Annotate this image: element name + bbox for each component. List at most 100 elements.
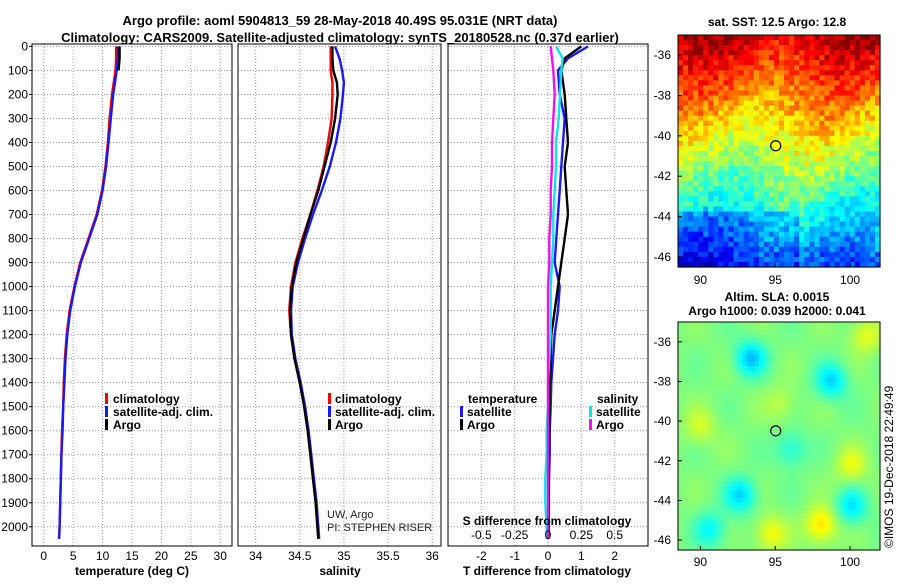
heatmap-cell [843,462,849,467]
heatmap-cell [698,55,704,61]
heatmap-cell [859,85,866,92]
heatmap-cell [750,378,756,383]
heatmap-cell [779,506,784,511]
heatmap-cell [834,55,841,61]
map-ytick-label: -44 [654,493,672,507]
heatmap-cell [784,120,790,127]
heatmap-cell [743,151,750,157]
heatmap-cell [823,362,829,367]
heatmap-cell [811,414,816,419]
heatmap-cell [748,251,755,258]
heatmap-cell [831,382,837,387]
heatmap-cell [799,422,804,427]
heatmap-cell [726,430,732,435]
heatmap-cell [678,534,683,539]
heatmap-cell [859,322,865,327]
heatmap-cell [726,414,732,419]
heatmap-cell [698,186,704,192]
heatmap-cell [768,221,775,228]
heatmap-cell [698,140,704,147]
depth-tick-label: 1900 [1,496,28,510]
heatmap-cell [678,251,684,258]
heatmap-cell [819,394,825,399]
heatmap-cell [814,201,820,208]
heatmap-cell [795,498,800,503]
heatmap-cell [683,70,689,76]
heatmap-cell [754,514,760,519]
heatmap-cell [748,221,755,228]
heatmap-cell [869,75,876,81]
heatmap-cell [754,374,760,379]
heatmap-cell [847,502,853,507]
heatmap-cell [851,370,857,375]
heatmap-cell [834,246,841,253]
heatmap-cell [779,430,784,435]
heatmap-cell [768,191,775,197]
heatmap-cell [804,201,810,208]
heatmap-cell [814,231,820,238]
heatmap-cell [710,518,715,523]
heatmap-cell [734,442,740,447]
heatmap-cell [693,70,699,76]
heatmap-cell [807,358,812,363]
heatmap-cell [698,362,703,367]
heatmap-cell [678,546,683,551]
heatmap-cell [791,378,796,383]
heatmap-cell [738,261,745,268]
heatmap-cell [859,374,865,379]
heatmap-cell [688,171,694,177]
heatmap-cell [819,406,825,411]
heatmap-cell [779,90,785,97]
heatmap-cell [750,338,756,343]
heatmap-cell [855,374,861,379]
heatmap-cell [819,50,826,56]
heatmap-cell [738,366,744,371]
heatmap-cell [754,478,760,483]
heatmap-cell [773,120,780,127]
heatmap-cell [702,378,707,383]
heatmap-cell [804,55,810,61]
heatmap-cell [787,438,792,443]
heatmap-cell [738,454,744,459]
heatmap-cell [678,418,683,423]
heatmap-cell [799,135,805,142]
heatmap-cell [722,506,728,511]
heatmap-cell [763,135,770,142]
heatmap-cell [733,95,740,102]
heatmap-cell [690,546,695,551]
heatmap-cell [754,382,760,387]
heatmap-cell [787,514,792,519]
heatmap-cell [851,446,857,451]
heatmap-cell [718,191,725,197]
heatmap-cell [718,95,725,102]
heatmap-cell [791,386,796,391]
heatmap-cell [708,191,714,197]
heatmap-cell [703,191,709,197]
depth-tick-label: 700 [8,208,28,222]
heatmap-cell [843,450,849,455]
heatmap-cell [824,216,831,223]
series-line [547,45,589,539]
heatmap-cell [859,181,866,187]
heatmap-cell [823,542,829,547]
heatmap-cell [784,231,790,238]
heatmap-cell [784,196,790,203]
heatmap-cell [774,454,780,459]
heatmap-cell [753,35,760,41]
heatmap-cell [734,358,740,363]
heatmap-cell [710,438,715,443]
heatmap-cell [730,490,736,495]
heatmap-cell [811,530,816,535]
heatmap-cell [703,145,709,152]
heatmap-cell [831,342,837,347]
heatmap-cell [834,166,841,172]
heatmap-cell [871,390,877,395]
heatmap-cell [823,390,829,395]
heatmap-cell [847,370,853,375]
x-tick-label: -1 [509,549,520,563]
heatmap-cell [795,326,800,331]
sla-argo-location-marker [770,425,782,437]
heatmap-cell [863,326,869,331]
heatmap-cell [742,358,748,363]
heatmap-cell [811,398,816,403]
